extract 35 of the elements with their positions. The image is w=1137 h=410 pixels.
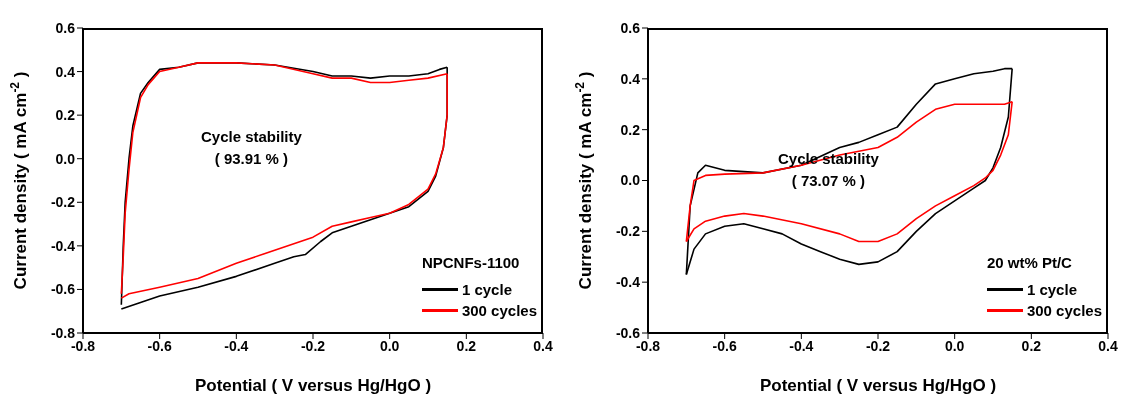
y-tick-label: -0.4 <box>615 274 641 291</box>
legend-label: 1 cycle <box>1026 281 1077 298</box>
y-tick-label: 0.4 <box>55 63 76 80</box>
x-tick-label: 0.0 <box>379 337 400 354</box>
x-axis-title: Potential ( V versus Hg/HgO ) <box>759 376 997 395</box>
y-tick-label: -0.6 <box>50 281 76 298</box>
y-tick-label: -0.4 <box>50 237 76 254</box>
x-tick-label: -0.2 <box>300 337 326 354</box>
legend-label: 300 cycles <box>461 302 537 319</box>
x-tick-label: -0.2 <box>865 337 891 354</box>
x-tick-label: -0.6 <box>712 337 737 354</box>
y-tick-label: 0.0 <box>620 172 641 189</box>
x-tick-label: 0.0 <box>944 337 965 354</box>
annotation: Cycle stability ( 93.91 % ) <box>201 127 302 169</box>
x-tick-label: -0.4 <box>224 337 249 354</box>
y-tick-label: -0.2 <box>615 223 641 240</box>
x-tick-label: 0.4 <box>1098 337 1118 354</box>
x-tick-label: 0.4 <box>533 337 553 354</box>
y-tick-label: -0.2 <box>50 194 76 211</box>
y-tick-label: 0.2 <box>55 107 76 124</box>
y-tick-label: 0.0 <box>55 150 76 167</box>
legend-title: NPCNFs-1100 <box>421 254 521 271</box>
x-tick-label: -0.6 <box>147 337 172 354</box>
legend-title: 20 wt% Pt/C <box>986 254 1073 271</box>
legend-label: 300 cycles <box>1026 302 1102 319</box>
y-tick-label: 0.4 <box>620 70 641 87</box>
x-tick-label: -0.4 <box>789 337 814 354</box>
y-tick-label: 0.6 <box>55 19 76 36</box>
y-tick-label: 0.6 <box>620 19 641 36</box>
annotation: Cycle stability ( 73.07 % ) <box>778 149 879 191</box>
y-tick-label: 0.2 <box>620 121 641 138</box>
x-tick-label: 0.2 <box>456 337 477 354</box>
x-tick-label: 0.2 <box>1021 337 1042 354</box>
x-axis-title: Potential ( V versus Hg/HgO ) <box>194 376 432 395</box>
legend-label: 1 cycle <box>461 281 512 298</box>
